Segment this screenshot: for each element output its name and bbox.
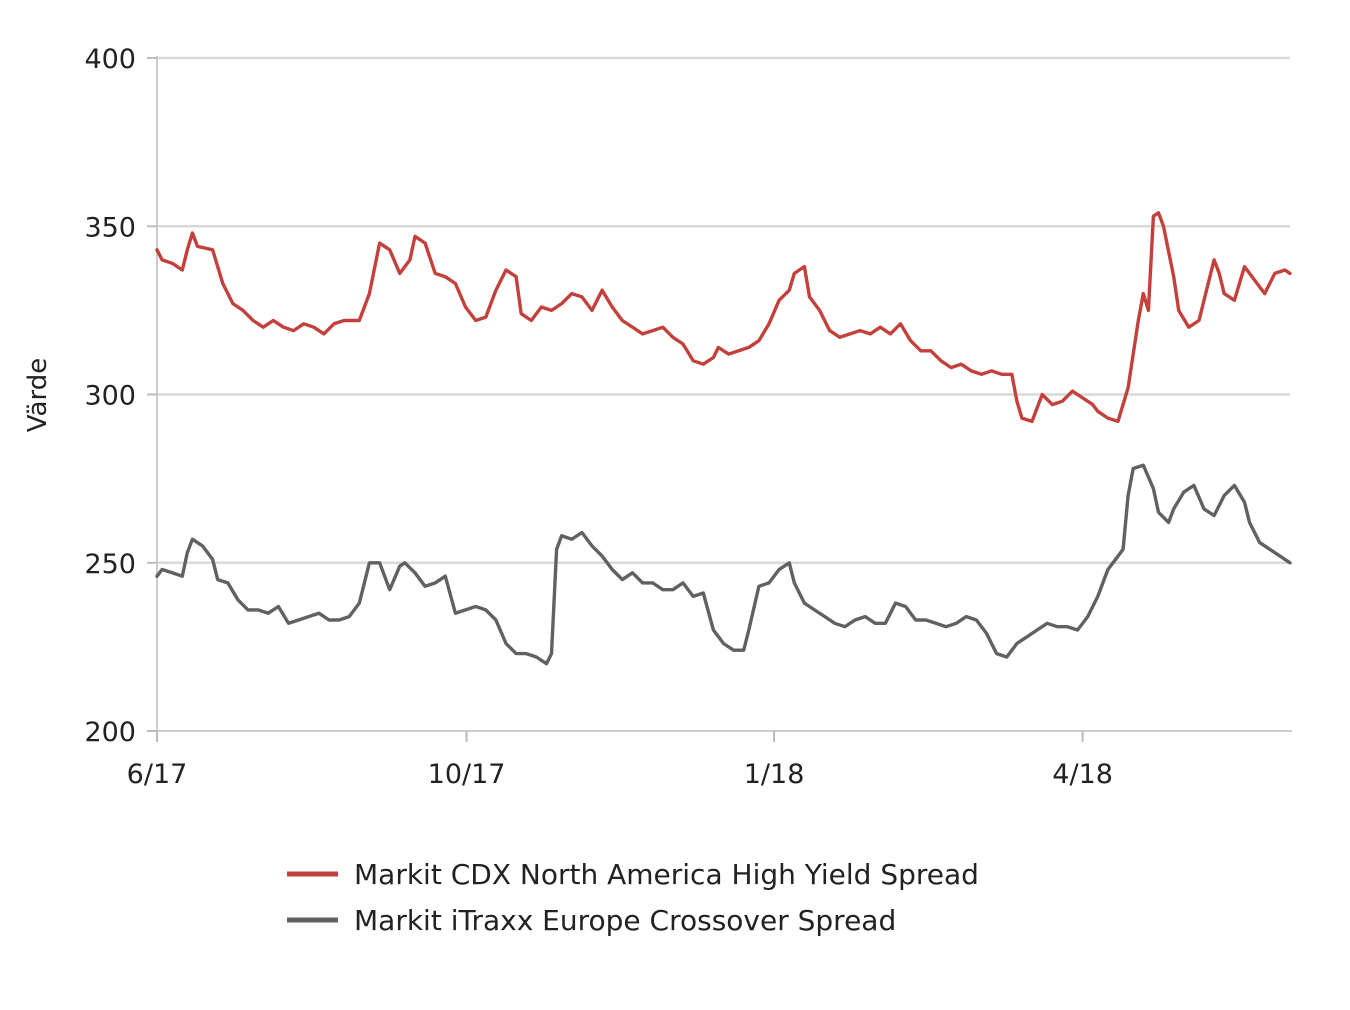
x-axis-ticks: 6/17 10/17 1/18 4/18 bbox=[127, 731, 1113, 790]
y-axis-title: Värde bbox=[23, 358, 53, 432]
series-line-1 bbox=[155, 211, 1292, 424]
y-tick-label: 350 bbox=[84, 212, 136, 243]
legend-label-2: Markit iTraxx Europe Crossover Spread bbox=[354, 904, 896, 937]
gridlines bbox=[157, 56, 1290, 564]
x-tick-label: 10/17 bbox=[428, 759, 506, 790]
y-tick-label: 200 bbox=[84, 717, 136, 748]
legend-label-1: Markit CDX North America High Yield Spre… bbox=[354, 858, 979, 891]
legend: Markit CDX North America High Yield Spre… bbox=[287, 858, 979, 937]
y-tick-label: 300 bbox=[84, 381, 136, 412]
series-lines bbox=[155, 211, 1292, 666]
x-tick-label: 4/18 bbox=[1052, 759, 1113, 790]
x-tick-label: 6/17 bbox=[127, 759, 188, 790]
x-tick-label: 1/18 bbox=[744, 759, 805, 790]
y-tick-label: 250 bbox=[84, 549, 136, 580]
y-tick-label: 400 bbox=[84, 44, 136, 75]
series-line-2 bbox=[155, 463, 1292, 666]
y-axis-ticks: 200 250 300 350 400 bbox=[84, 44, 157, 748]
